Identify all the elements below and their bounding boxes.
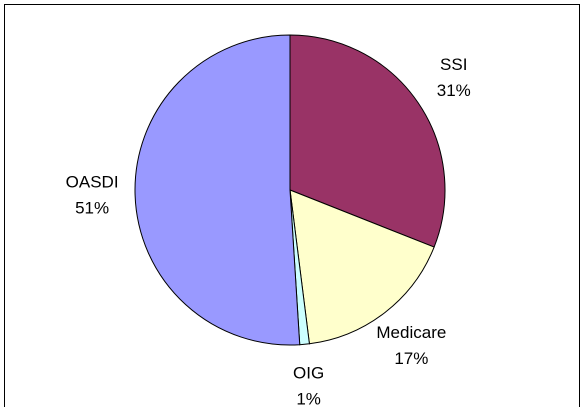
slice-label: OASDI bbox=[66, 173, 119, 192]
value-label: 17% bbox=[394, 349, 428, 368]
pie-slice bbox=[134, 34, 301, 346]
slice-label: Medicare bbox=[376, 323, 446, 342]
pie-slice bbox=[289, 189, 435, 345]
value-label: 31% bbox=[437, 81, 471, 100]
value-label: 51% bbox=[75, 199, 109, 218]
value-label: 1% bbox=[296, 390, 321, 407]
slice-label: OIG bbox=[293, 364, 324, 383]
slice-label: SSI bbox=[440, 55, 467, 74]
pie-slice bbox=[289, 34, 446, 248]
